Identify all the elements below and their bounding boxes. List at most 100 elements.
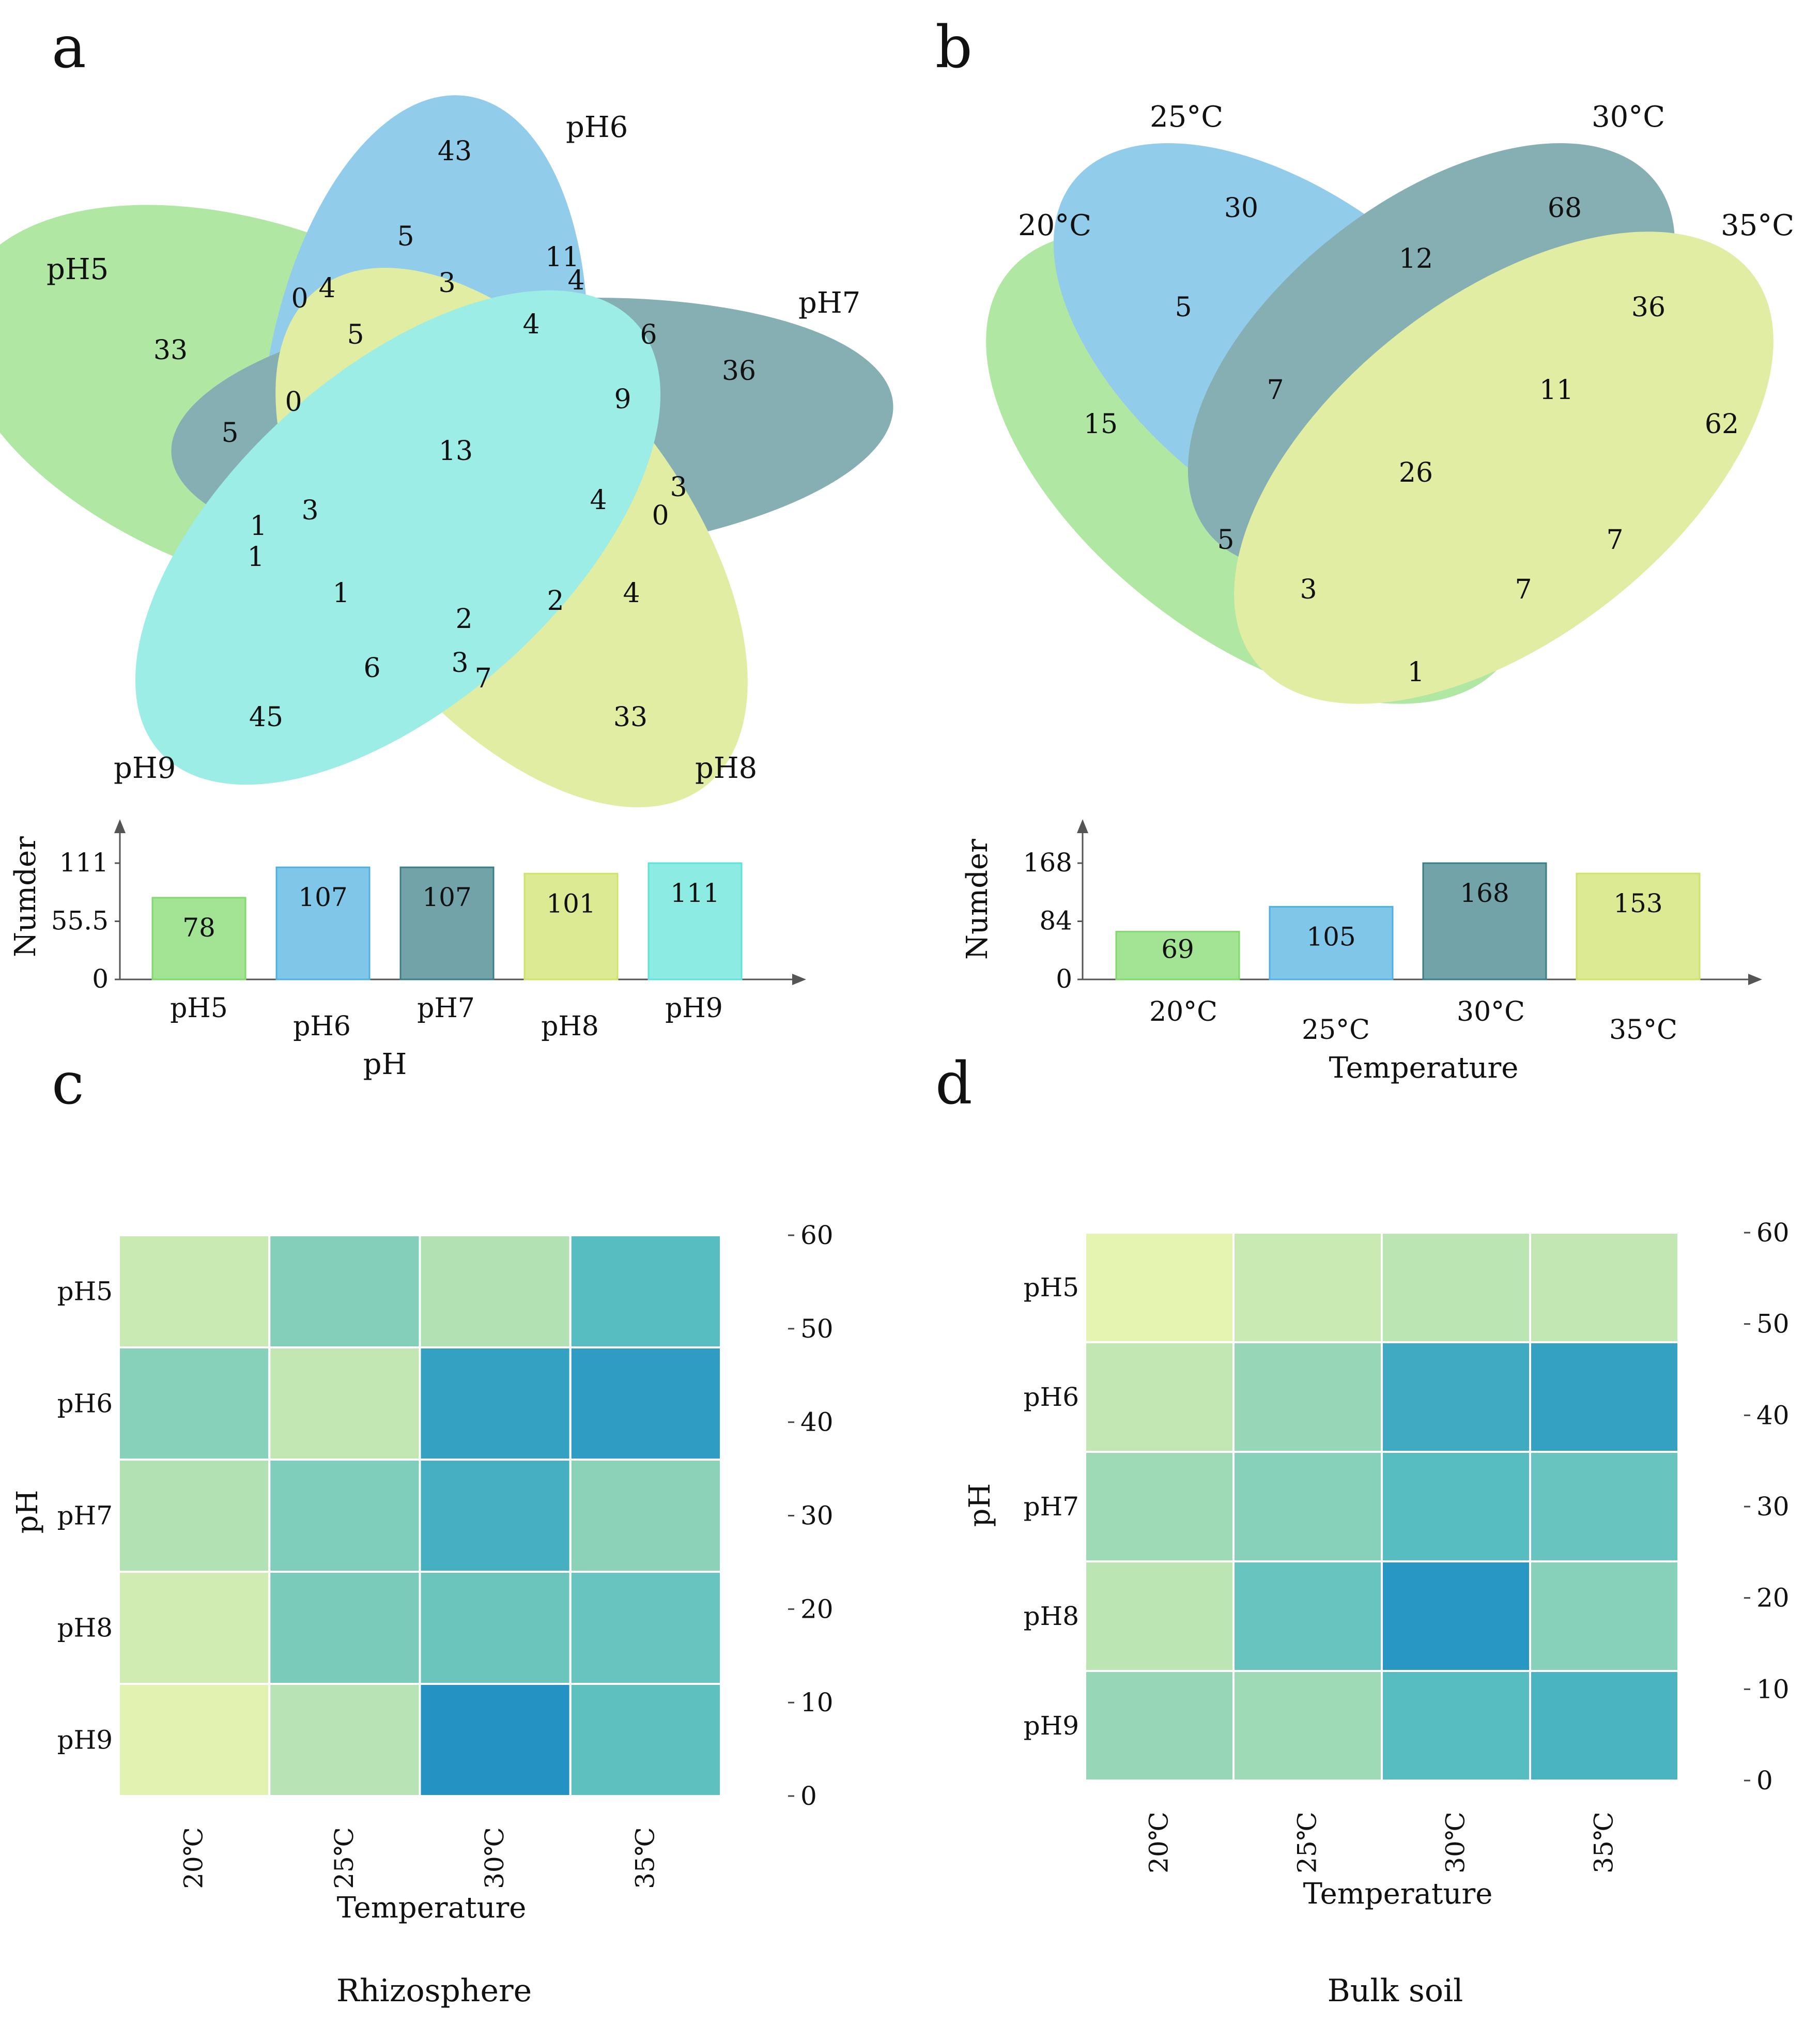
- bar-a-bars: [151, 862, 743, 980]
- heatmap-c-row-label: pH5: [57, 1277, 113, 1307]
- heatmap-d-xlabel: Temperature: [1303, 1877, 1493, 1911]
- bar-a-value-label: 107: [298, 882, 347, 912]
- bar-b-value-label: 153: [1613, 888, 1662, 918]
- bar-b-bars: [1115, 862, 1701, 980]
- heatmap-cell: [268, 1234, 421, 1348]
- heatmap-cell: [569, 1683, 722, 1797]
- heatmap-cell: [1232, 1451, 1383, 1562]
- heatmap-cell: [1084, 1670, 1235, 1782]
- venn-b: 20°C 25°C 30°C 35°C 30 68 12 5 36 15 7 1…: [986, 100, 1794, 704]
- heatmap-d-col-labels: 20℃ 25℃ 30℃ 35℃: [1144, 1812, 1619, 1874]
- venn-a-count: 1: [332, 578, 349, 609]
- heatmap-d-row-label: pH7: [1024, 1492, 1079, 1522]
- venn-a-label-ph6: pH6: [566, 111, 628, 144]
- venn-b-count: 7: [1606, 525, 1623, 556]
- venn-a-count: 7: [474, 663, 491, 694]
- venn-a-count: 5: [221, 418, 238, 449]
- bar-b-ytick: 84: [1039, 906, 1072, 936]
- venn-b-count: 7: [1515, 574, 1532, 605]
- heatmap-c-col-label: 20℃: [179, 1827, 209, 1889]
- heatmap-c-colorbar-tick: 50: [800, 1314, 834, 1344]
- heatmap-cell: [1381, 1232, 1531, 1343]
- venn-a-shapes: [0, 95, 893, 807]
- venn-a-count: 13: [439, 436, 473, 467]
- heatmap-cell: [1084, 1341, 1235, 1453]
- heatmap-cell: [1529, 1451, 1679, 1562]
- venn-b-label-25c: 25°C: [1150, 100, 1223, 134]
- heatmap-d-ylabel: pH: [963, 1483, 997, 1527]
- heatmap-c-row-label: pH8: [57, 1613, 113, 1643]
- heatmap-cell: [569, 1234, 722, 1348]
- bar-b-xtick: 30°C: [1457, 996, 1525, 1027]
- bar-b-value-label: 69: [1161, 934, 1194, 964]
- bar-b-xtick: 20°C: [1149, 996, 1217, 1027]
- bar-b-y-arrow: [1077, 819, 1088, 833]
- heatmap-cell: [1381, 1451, 1531, 1562]
- venn-b-count: 3: [1300, 574, 1317, 605]
- heatmap-c-row-label: pH7: [57, 1501, 113, 1531]
- heatmap-cell: [268, 1346, 421, 1461]
- bar-a-xticks: pH5 pH6 pH7 pH8 pH9: [170, 993, 723, 1042]
- heatmap-cell: [118, 1683, 271, 1797]
- heatmap-d-col-label: 35℃: [1589, 1812, 1619, 1874]
- heatmap-cell: [569, 1571, 722, 1685]
- heatmap-c-colorbar-tick: 20: [800, 1594, 834, 1624]
- bar-b-ticks: 168 84 0: [1023, 848, 1083, 994]
- panel-letter-d: d: [935, 1050, 973, 1117]
- venn-a-count: 45: [249, 702, 283, 733]
- bar-b-value-label: 168: [1460, 878, 1509, 908]
- heatmap-c-title: Rhizosphere: [336, 1973, 532, 2009]
- venn-b-count: 30: [1224, 193, 1258, 224]
- venn-a-count: 0: [285, 387, 302, 418]
- bar-b-bar-25c: [1269, 906, 1394, 980]
- heatmap-c-cells: [118, 1234, 722, 1797]
- heatmap-cell: [1529, 1560, 1679, 1672]
- bar-a-x-arrow: [792, 974, 806, 985]
- bar-a-xlabel: pH: [363, 1048, 407, 1081]
- bar-a-ytick: 0: [92, 964, 109, 994]
- venn-a-label-ph5: pH5: [47, 253, 109, 286]
- venn-a-set-labels: pH5 pH6 pH7 pH8 pH9: [47, 111, 860, 785]
- venn-b-label-20c: 20°C: [1018, 209, 1091, 242]
- venn-b-set-35c: [1234, 232, 1773, 704]
- venn-a-count: 11: [545, 242, 579, 273]
- bar-a-value-label: 111: [670, 878, 719, 908]
- bar-a-ytick: 111: [59, 848, 109, 878]
- venn-b-label-35c: 35°C: [1721, 209, 1794, 242]
- venn-a-count: 6: [640, 319, 657, 350]
- heatmap-c-col-labels: 20℃ 25℃ 30℃ 35℃: [179, 1827, 660, 1889]
- venn-a-set-ph9: [135, 290, 661, 785]
- venn-a-count: 1: [247, 542, 264, 573]
- bar-a-value-label: 101: [546, 888, 595, 918]
- heatmap-cell: [1381, 1560, 1531, 1672]
- bar-a-y-arrow: [114, 819, 126, 833]
- heatmap-c-row-labels: pH5 pH6 pH7 pH8 pH9: [57, 1277, 113, 1755]
- heatmap-cell: [118, 1234, 271, 1348]
- bar-b-ytick: 168: [1023, 848, 1072, 878]
- venn-a-counts: 43 5 11 4 33 0 4 3 36 6 5 4 0 9 5 13 3 4…: [153, 136, 756, 733]
- bar-a-xtick: pH5: [170, 993, 228, 1024]
- bar-a-value-label: 78: [182, 913, 215, 943]
- heatmap-c-ylabel: pH: [11, 1490, 44, 1534]
- venn-b-count: 68: [1548, 193, 1582, 224]
- venn-b-count: 26: [1399, 457, 1433, 488]
- venn-a-count: 9: [614, 384, 631, 415]
- bar-a-ticks: 111 55.5 0: [51, 848, 120, 994]
- venn-a-count: 2: [455, 604, 472, 635]
- heatmap-d-row-label: pH6: [1024, 1382, 1079, 1412]
- venn-a-label-ph9: pH9: [114, 751, 176, 785]
- venn-a-count: 5: [397, 221, 414, 252]
- heatmap-c-xlabel: Temperature: [337, 1891, 527, 1925]
- heatmap-c-col-label: 30℃: [480, 1827, 510, 1889]
- venn-a-count: 4: [318, 273, 335, 304]
- bar-a-bar-ph6: [275, 866, 371, 980]
- bar-a-value-label: 107: [422, 882, 471, 912]
- heatmap-d-title: Bulk soil: [1328, 1973, 1463, 2009]
- venn-a-count: 43: [438, 136, 472, 167]
- heatmap-cell: [419, 1234, 572, 1348]
- bar-a-ylabel: Numder: [9, 836, 42, 957]
- heatmap-d-colorbar-tick: 0: [1756, 1766, 1773, 1796]
- venn-b-count: 62: [1705, 409, 1739, 440]
- bar-b-ytick: 0: [1056, 964, 1072, 994]
- heatmap-cell: [1084, 1560, 1235, 1672]
